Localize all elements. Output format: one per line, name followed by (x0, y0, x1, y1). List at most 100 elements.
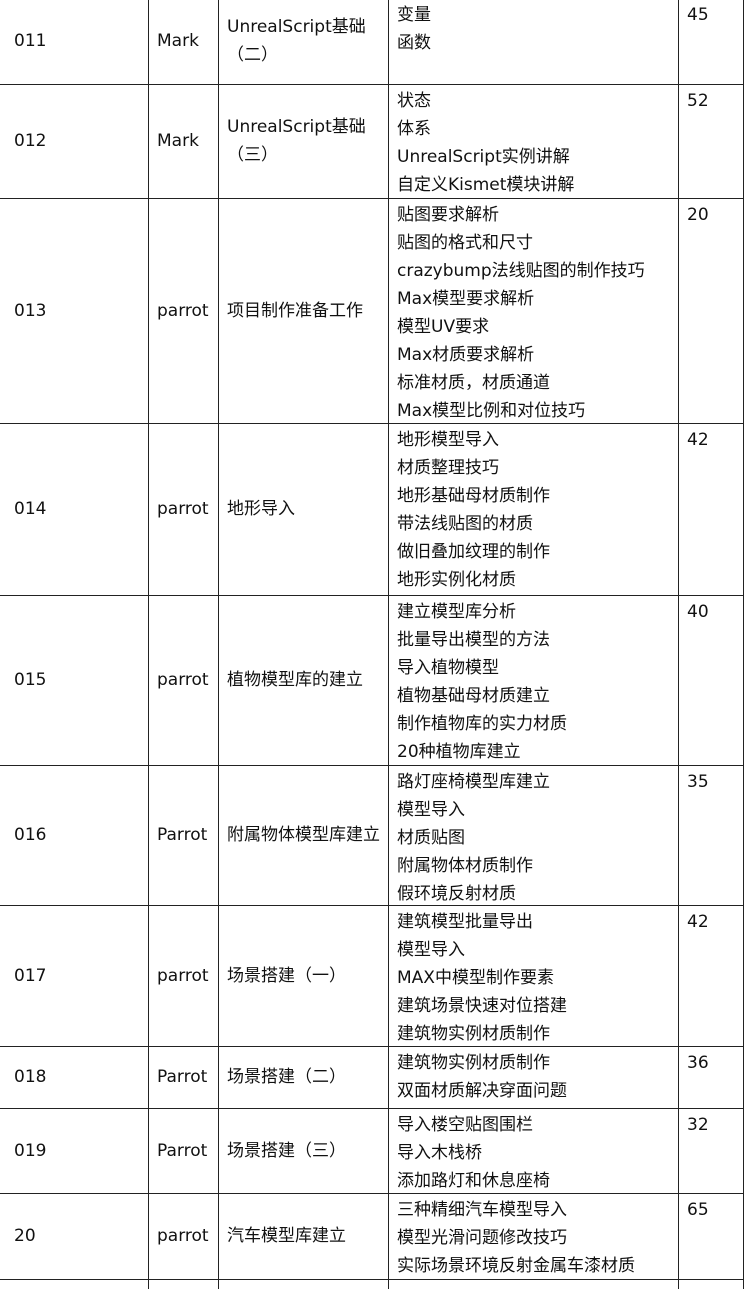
topic-item: Max模型要求解析 (397, 289, 535, 309)
lesson-number-cell: 20 (0, 1193, 148, 1279)
instructor-cell-text: parrot (157, 965, 209, 986)
topic-item: 地形实例化材质 (397, 570, 516, 590)
duration-cell-text: 42 (687, 912, 709, 932)
topics-cell: 建筑模型批量导出 模型导入 MAX中模型制作要素 建筑场景快速对位搭建 建筑物实例材质制… (388, 905, 678, 1046)
lesson-number-cell: 016 (0, 765, 148, 905)
topic-item: MAX中模型制作要素 (397, 968, 554, 988)
duration-cell: 52 (678, 84, 744, 198)
duration-cell: 36 (678, 1046, 744, 1108)
instructor-cell: Parrot (148, 1046, 218, 1108)
lesson-title-cell: 项目制作准备工作 (218, 198, 388, 423)
lesson-title-cell-text: 场景搭建（三） (227, 1140, 346, 1161)
topics-cell: 贴图要求解析贴图的格式和尺寸 crazybump法线贴图的制作技巧 Max模型要求解… (388, 198, 678, 423)
topics-cell: 三种精细汽车模型导入 模型光滑问题修改技巧 实际场景环境反射金属车漆材质 (388, 1193, 678, 1279)
empty-cell (148, 1279, 218, 1289)
instructor-cell: Parrot (148, 1108, 218, 1193)
duration-cell-text: 32 (687, 1115, 709, 1135)
topic-item: 双面材质解决穿面问题 (397, 1081, 567, 1101)
lesson-title-cell-text: 项目制作准备工作 (227, 300, 363, 321)
instructor-cell-text: Parrot (157, 1140, 208, 1161)
topic-item: 地形模型导入 (397, 430, 499, 450)
topic-item: 材质整理技巧 (397, 458, 499, 478)
topic-item: 状态 (397, 91, 431, 111)
duration-cell-text: 35 (687, 772, 709, 792)
table-row: 019 Parrot 场景搭建（三） 导入楼空贴图围栏 导入木栈桥 添加路灯和休息座椅 32 (0, 1108, 744, 1194)
topics-cell: 状态体系 UnrealScript实例讲解 自定义Kismet模块讲解 (388, 84, 678, 198)
instructor-cell: Mark (148, 84, 218, 198)
lesson-number-cell-text: 015 (14, 670, 47, 690)
topic-item: 自定义Kismet模块讲解 (397, 175, 575, 195)
lesson-title-cell: 植物模型库的建立 (218, 595, 388, 765)
table-row: 018 Parrot 场景搭建（二） 建筑物实例材质制作 双面材质解决穿面问题 36 (0, 1046, 744, 1109)
topic-item: 变量 (397, 5, 431, 25)
lesson-number-cell: 014 (0, 423, 148, 595)
lesson-number-cell-text: 019 (14, 1140, 47, 1161)
topic-item: 建筑模型批量导出 (397, 912, 533, 932)
topic-item: 建立模型库分析 (397, 602, 516, 622)
instructor-cell-text: Parrot (157, 1067, 208, 1087)
topic-item: 模型导入 (397, 800, 465, 820)
lesson-number-cell-text: 018 (14, 1067, 47, 1087)
duration-cell-text: 45 (687, 5, 709, 25)
topics-cell: 地形模型导入 材质整理技巧 地形基础母材质制作 带法线贴图的材质 做旧叠加纹理的制作 地形… (388, 423, 678, 595)
topic-item: 制作植物库的实力材质 (397, 714, 567, 734)
topic-item: 贴图的格式和尺寸 (397, 233, 533, 253)
instructor-cell: Parrot (148, 765, 218, 905)
lesson-title-cell: UnrealScript基础（三） (218, 84, 388, 198)
instructor-cell: parrot (148, 595, 218, 765)
instructor-cell-text: Mark (157, 31, 199, 51)
lesson-title-cell: 地形导入 (218, 423, 388, 595)
topic-item: 添加路灯和休息座椅 (397, 1171, 550, 1191)
topic-item: 函数 (397, 33, 431, 53)
lesson-title-cell: 场景搭建（二） (218, 1046, 388, 1108)
instructor-cell: parrot (148, 1193, 218, 1279)
topic-item: 附属物体材质制作 (397, 856, 533, 876)
topic-item: 植物基础母材质建立 (397, 686, 550, 706)
topic-item: 三种精细汽车模型导入 (397, 1200, 567, 1220)
duration-cell: 32 (678, 1108, 744, 1193)
lesson-number-cell-text: 016 (14, 825, 47, 845)
lesson-title-cell-text: UnrealScript基础（二） (227, 17, 366, 65)
lesson-number-cell-text: 014 (14, 499, 47, 519)
topic-item: 建筑物实例材质制作 (397, 1024, 550, 1044)
lesson-number-cell-text: 017 (14, 965, 47, 986)
lesson-number-cell: 013 (0, 198, 148, 423)
empty-cell (388, 1279, 678, 1289)
lesson-number-cell: 012 (0, 84, 148, 198)
topics-cell: 建立模型库分析 批量导出模型的方法 导入植物模型 植物基础母材质建立 制作植物库的实力材… (388, 595, 678, 765)
table-row: 014 parrot 地形导入 地形模型导入 材质整理技巧 地形基础母材质制作 带法线贴图的… (0, 423, 744, 596)
empty-cell (218, 1279, 388, 1289)
topic-item: 材质贴图 (397, 828, 465, 848)
topic-item: 建筑场景快速对位搭建 (397, 996, 567, 1016)
duration-cell-text: 52 (687, 91, 709, 111)
lesson-title-cell: 汽车模型库建立 (218, 1193, 388, 1279)
duration-cell: 40 (678, 595, 744, 765)
table-row: 015 parrot 植物模型库的建立 建立模型库分析 批量导出模型的方法 导入植物模型植… (0, 595, 744, 766)
lesson-title-cell: UnrealScript基础（二） (218, 0, 388, 84)
topic-item: 标准材质，材质通道 (397, 373, 550, 393)
lesson-number-cell: 017 (0, 905, 148, 1046)
duration-cell-text: 40 (687, 602, 709, 622)
lesson-title-cell-text: 植物模型库的建立 (227, 670, 363, 690)
topic-item: crazybump法线贴图的制作技巧 (397, 261, 645, 281)
lesson-number-cell: 015 (0, 595, 148, 765)
lesson-title-cell: 场景搭建（一） (218, 905, 388, 1046)
topic-item: UnrealScript实例讲解 (397, 147, 570, 167)
lesson-title-cell: 场景搭建（三） (218, 1108, 388, 1193)
table-row-partial (0, 1279, 744, 1289)
table-row: 011 Mark UnrealScript基础（二） 变量 函数 45 (0, 0, 744, 85)
lesson-title-cell-text: UnrealScript基础（三） (227, 117, 366, 165)
duration-cell-text: 20 (687, 205, 709, 225)
topic-item: Max材质要求解析 (397, 345, 535, 365)
instructor-cell-text: parrot (157, 670, 209, 690)
duration-cell: 35 (678, 765, 744, 905)
topic-item: 体系 (397, 119, 431, 139)
lesson-title-cell: 附属物体模型库建立 (218, 765, 388, 905)
topic-item: 模型UV要求 (397, 317, 490, 337)
table-row: 20 parrot 汽车模型库建立 三种精细汽车模型导入 模型光滑问题修改技巧 实际场景环… (0, 1193, 744, 1280)
topic-item: 建筑物实例材质制作 (397, 1053, 550, 1073)
duration-cell: 42 (678, 423, 744, 595)
table-row: 012 Mark UnrealScript基础（三） 状态体系 UnrealScript… (0, 84, 744, 199)
instructor-cell: parrot (148, 905, 218, 1046)
topic-item: 贴图要求解析 (397, 205, 499, 225)
